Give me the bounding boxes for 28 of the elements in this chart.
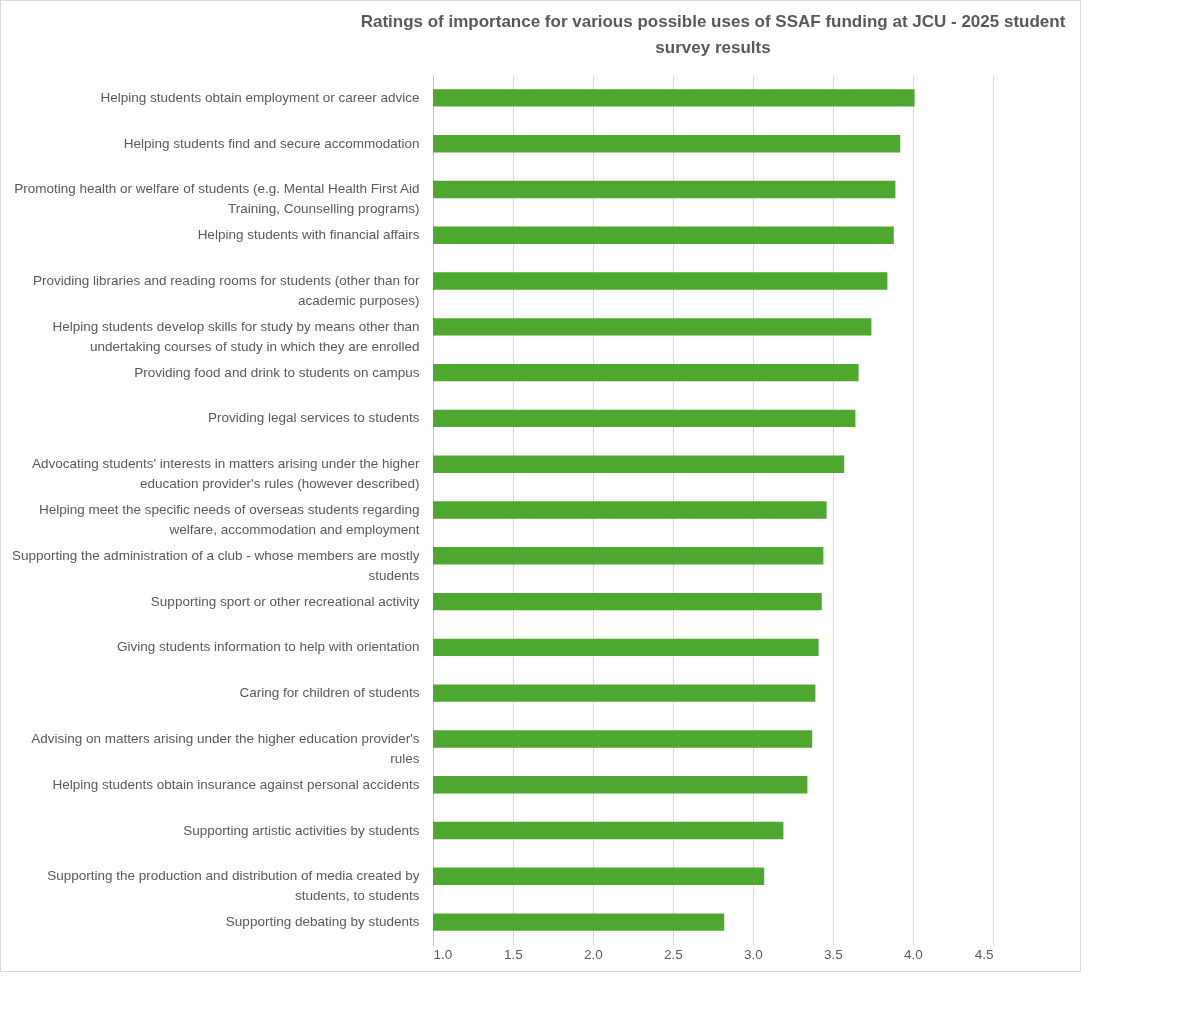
y-tick-label: Advocating students' interests in matters arising under the higher education provider's rules (however described) <box>31 456 420 492</box>
y-tick-label: Helping students obtain insurance against personal accidents <box>52 776 420 792</box>
y-tick-label: Caring for children of students <box>239 685 420 701</box>
chart-title: Ratings of importance for various possible uses of SSAF funding at JCU - 2025 student survey results <box>360 12 1066 57</box>
y-tick-label: Helping meet the specific needs of overseas students regarding welfare, accommodation and employment <box>39 502 420 537</box>
x-tick-label: 1.5 <box>504 946 523 962</box>
x-tick-label: 4.5 <box>974 946 994 962</box>
x-tick-label: 4.0 <box>904 946 923 962</box>
y-tick-label: Helping students develop skills for study by means other than undertaking courses of study in which they are enrolled <box>52 318 420 354</box>
x-tick-label: 2.5 <box>664 946 683 962</box>
x-tick-label: 1.0 <box>433 946 453 962</box>
y-tick-label: Helping students with financial affairs <box>197 227 420 243</box>
y-tick-label: Supporting the administration of a club - whose members are mostly students <box>12 547 420 583</box>
y-tick-label: Promoting health or welfare of students (e.g. Mental Health First Aid Training, Counselling programs) <box>14 181 420 217</box>
y-tick-label: Helping students obtain employment or career advice <box>100 89 420 105</box>
y-tick-label: Supporting artistic activities by students <box>183 822 420 838</box>
y-tick-label: Supporting the production and distribution of media created by students, to students <box>47 868 420 904</box>
y-tick-label: Providing legal services to students <box>207 410 420 426</box>
x-tick-label: 2.0 <box>584 946 603 962</box>
y-tick-label: Providing libraries and reading rooms for students (other than for academic purposes) <box>33 273 420 309</box>
y-tick-label: Helping students find and secure accommodation <box>123 135 420 151</box>
y-tick-label: Giving students information to help with orientation <box>117 639 420 655</box>
y-tick-label: Supporting sport or other recreational activity <box>150 593 420 609</box>
x-tick-label: 3.0 <box>744 946 763 962</box>
y-tick-label: Providing food and drink to students on campus <box>134 364 420 380</box>
x-tick-label: 3.5 <box>824 946 843 962</box>
y-tick-label: Supporting debating by students <box>225 914 420 930</box>
y-tick-label: Advising on matters arising under the higher education provider's rules <box>31 730 420 766</box>
